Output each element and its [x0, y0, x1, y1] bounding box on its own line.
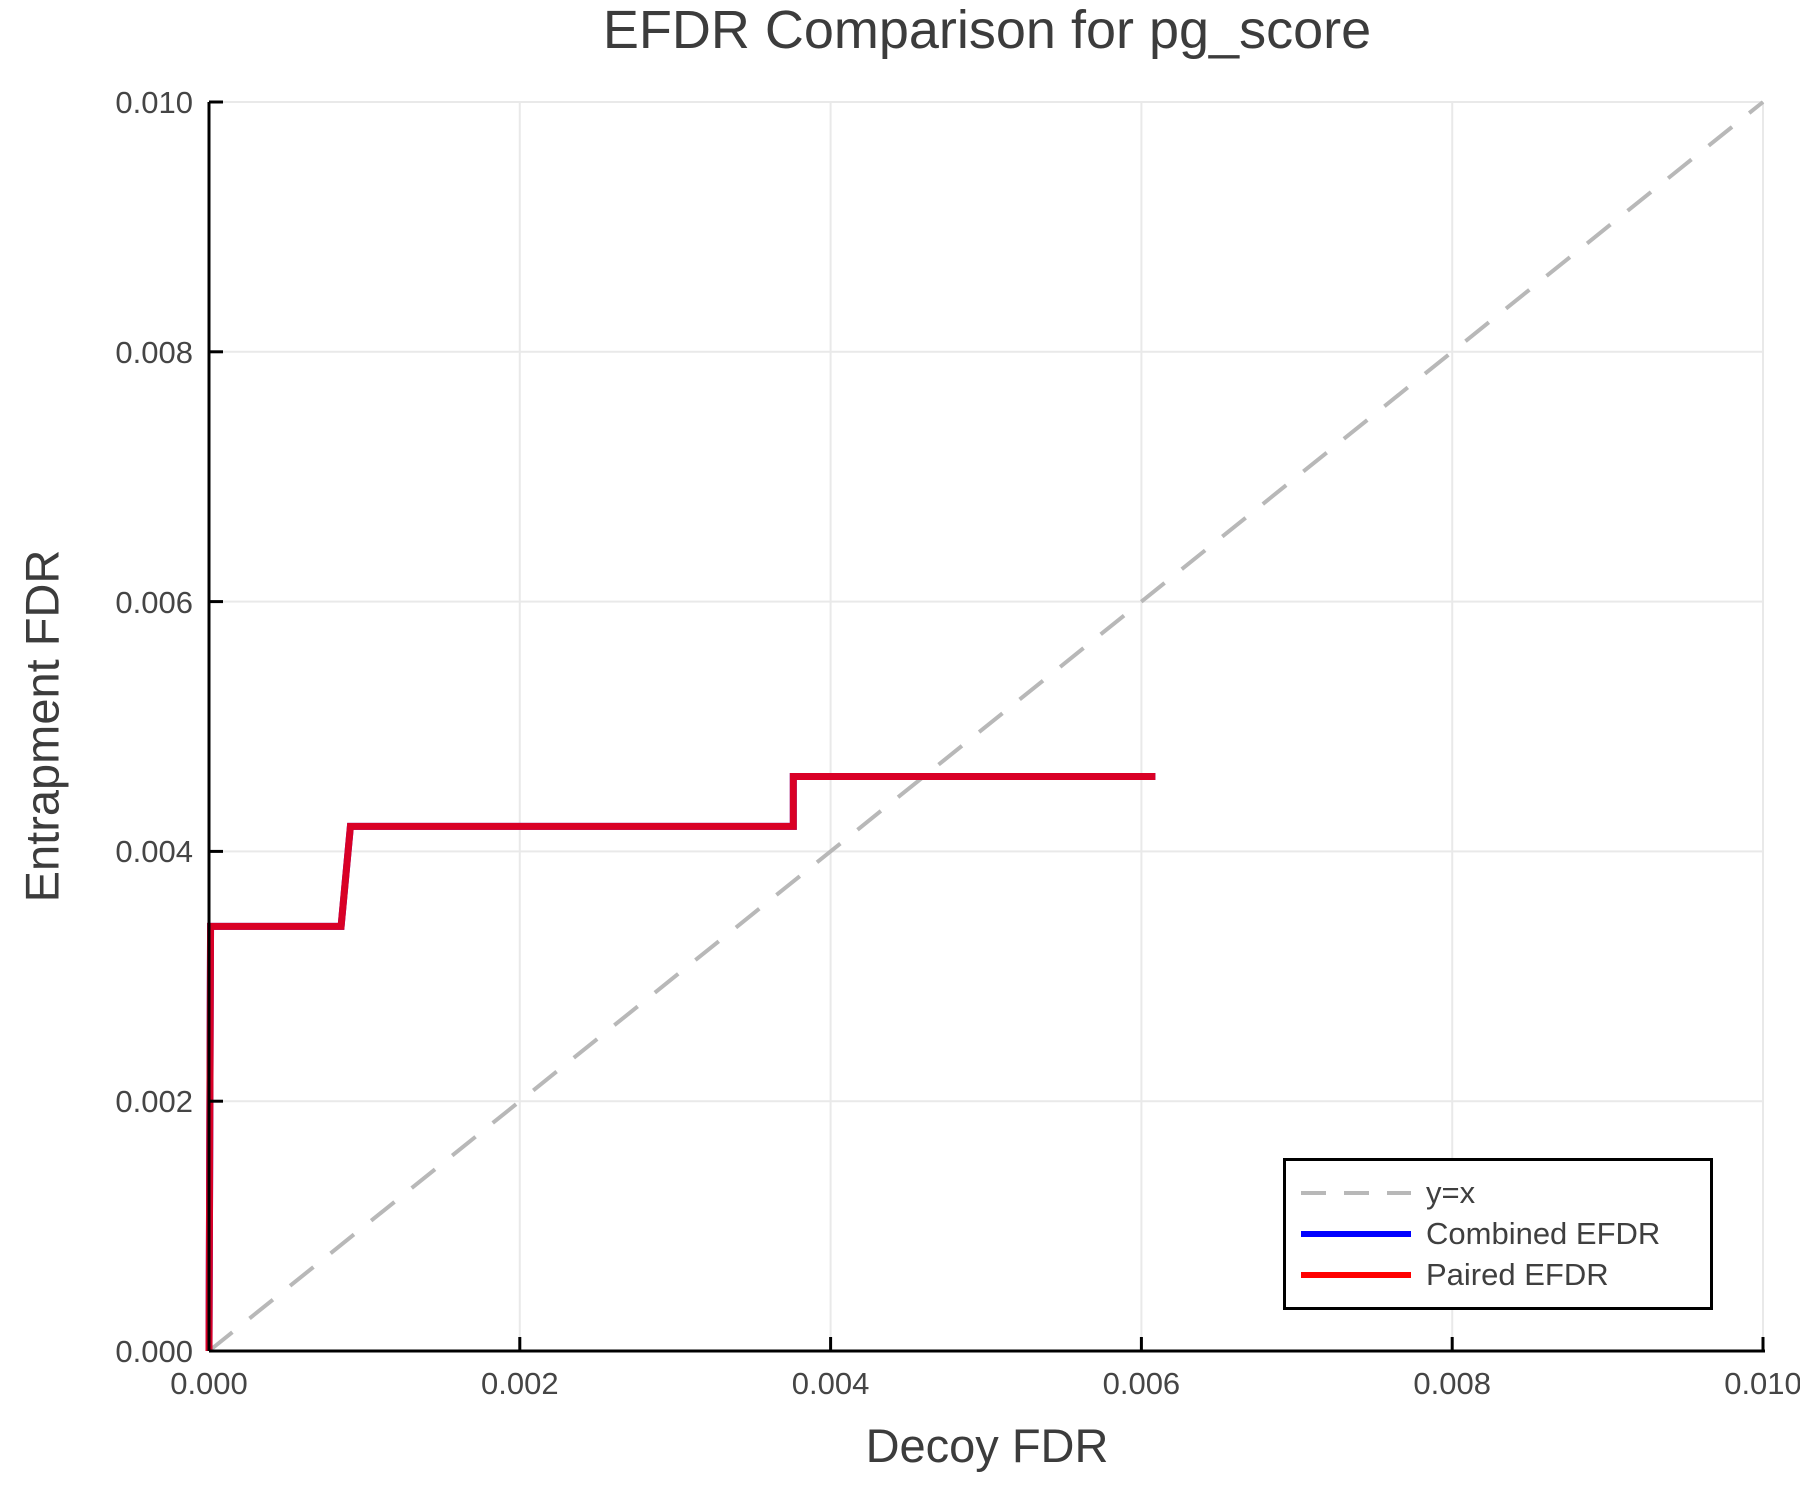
legend-label: y=x: [1426, 1175, 1476, 1210]
legend-line-swatch: [1301, 1191, 1411, 1195]
series-y-x: [207, 100, 1765, 1353]
y-tick-label: 0.004: [115, 834, 193, 870]
x-tick-label: 0.000: [170, 1366, 248, 1401]
y-tick-label: 0.006: [115, 584, 193, 620]
x-tick-label: 0.002: [481, 1366, 559, 1401]
y-tick-label: 0.002: [115, 1084, 193, 1120]
legend-label: Combined EFDR: [1426, 1216, 1661, 1251]
legend-item-y-x: y=x: [1301, 1174, 1710, 1212]
legend: y=x Combined EFDR Paired EFDR: [1283, 1158, 1713, 1310]
x-tick-label: 0.004: [791, 1366, 870, 1401]
y-tick-label: 0.008: [115, 334, 193, 370]
legend-label: Paired EFDR: [1426, 1257, 1609, 1292]
x-tick-label: 0.006: [1102, 1366, 1181, 1401]
x-axis-label: Decoy FDR: [865, 1419, 1109, 1472]
y-axis-label: Entrapment FDR: [15, 549, 69, 903]
x-tick-label: 0.010: [1724, 1366, 1800, 1401]
legend-item-combined-efdr: Combined EFDR: [1301, 1215, 1710, 1253]
series-combined-efdr: [205, 772, 1156, 1352]
x-tick-label: 0.008: [1413, 1366, 1491, 1401]
legend-item-paired-efdr: Paired EFDR: [1301, 1256, 1710, 1294]
chart-title: EFDR Comparison for pg_score: [602, 0, 1372, 60]
legend-line-swatch: [1301, 1272, 1411, 1278]
y-tick-label: 0.000: [115, 1334, 193, 1369]
legend-line-swatch: [1301, 1231, 1411, 1237]
series-paired-efdr: [205, 772, 1156, 1352]
y-tick-label: 0.010: [115, 85, 193, 120]
